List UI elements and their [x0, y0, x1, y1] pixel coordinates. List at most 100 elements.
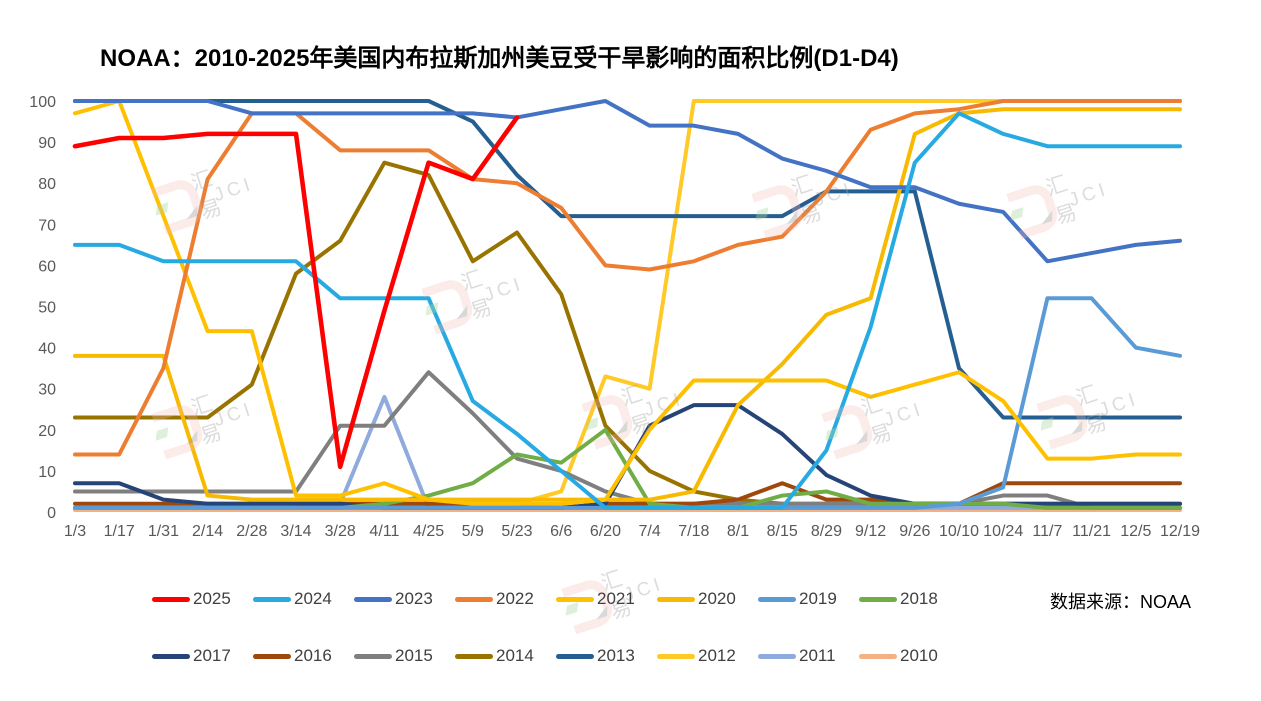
axis-tick-label: 30 — [38, 382, 56, 399]
series-line-2022 — [73, 99, 1182, 457]
legend-label: 2014 — [496, 646, 534, 665]
legend-swatch-2025 — [152, 596, 190, 602]
legend-item-2016: 2016 — [253, 646, 339, 666]
legend-label: 2023 — [395, 589, 433, 608]
legend-label: 2025 — [193, 589, 231, 608]
axis-tick-label: 90 — [38, 135, 56, 152]
legend-item-2025: 2025 — [152, 589, 238, 609]
series-line-2020 — [73, 107, 1182, 502]
axis-tick-label: 5/23 — [501, 523, 532, 540]
legend-row: 2017 2016 2015 2014 2013 2012 2011 2010 — [152, 643, 962, 669]
series-line-2023 — [73, 99, 1182, 264]
axis-tick-label: 5/9 — [462, 523, 484, 540]
axis-tick-label: 100 — [29, 94, 56, 111]
axis-tick-label: 2/28 — [236, 523, 267, 540]
axis-tick-label: 4/25 — [413, 523, 444, 540]
legend-swatch-2017 — [152, 653, 190, 659]
legend-swatch-2015 — [354, 653, 392, 659]
axis-tick-label: 1/3 — [64, 523, 86, 540]
axis-tick-label: 11/7 — [1032, 523, 1062, 540]
axis-tick-label: 0 — [47, 505, 56, 522]
legend-label: 2021 — [597, 589, 635, 608]
legend-item-2012: 2012 — [657, 646, 743, 666]
axis-tick-label: 60 — [38, 258, 56, 275]
legend-item-2019: 2019 — [758, 589, 844, 609]
axis-tick-label: 10 — [38, 464, 56, 481]
legend-row: 2025 2024 2023 2022 2021 2020 2019 2018 — [152, 586, 962, 612]
chart-legend: 2025 2024 2023 2022 2021 2020 2019 2018 2017 2016… — [152, 586, 962, 700]
legend-swatch-2022 — [455, 596, 493, 602]
legend-swatch-2014 — [455, 653, 493, 659]
axis-tick-label: 80 — [38, 176, 56, 193]
legend-swatch-2018 — [859, 596, 897, 602]
axis-tick-label: 4/11 — [369, 523, 399, 540]
legend-item-2022: 2022 — [455, 589, 541, 609]
axis-tick-label: 8/29 — [811, 523, 842, 540]
legend-swatch-2024 — [253, 596, 291, 602]
chart-title: NOAA：2010-2025年美国内布拉斯加州美豆受干旱影响的面积比例(D1-D… — [100, 45, 899, 72]
axis-tick-label: 3/14 — [280, 523, 311, 540]
legend-item-2015: 2015 — [354, 646, 440, 666]
legend-label: 2017 — [193, 646, 231, 665]
legend-item-2021: 2021 — [556, 589, 642, 609]
axis-tick-label: 40 — [38, 341, 56, 358]
data-source-note: 数据来源：NOAA — [1050, 592, 1192, 612]
axis-tick-label: 50 — [38, 300, 56, 317]
axis-tick-label: 10/24 — [983, 523, 1023, 540]
legend-label: 2018 — [900, 589, 938, 608]
legend-label: 2020 — [698, 589, 736, 608]
legend-item-2024: 2024 — [253, 589, 339, 609]
legend-swatch-2020 — [657, 596, 695, 602]
legend-item-2014: 2014 — [455, 646, 541, 666]
legend-label: 2015 — [395, 646, 433, 665]
axis-tick-label: 8/1 — [727, 523, 749, 540]
legend-item-2010: 2010 — [859, 646, 945, 666]
axis-tick-label: 11/21 — [1072, 523, 1111, 540]
axis-tick-label: 1/17 — [104, 523, 135, 540]
axis-tick-label: 9/12 — [855, 523, 886, 540]
axis-tick-label: 1/31 — [148, 523, 179, 540]
legend-label: 2011 — [799, 646, 836, 665]
legend-label: 2022 — [496, 589, 534, 608]
legend-label: 2013 — [597, 646, 635, 665]
axis-tick-label: 7/18 — [678, 523, 709, 540]
legend-item-2013: 2013 — [556, 646, 642, 666]
axis-tick-label: 8/15 — [767, 523, 798, 540]
legend-swatch-2011 — [758, 653, 796, 659]
legend-swatch-2019 — [758, 596, 796, 602]
legend-label: 2016 — [294, 646, 332, 665]
axis-tick-label: 10/10 — [939, 523, 979, 540]
axis-tick-label: 7/4 — [638, 523, 660, 540]
legend-swatch-2012 — [657, 653, 695, 659]
series-line-2021 — [73, 99, 1182, 506]
series-line-2014 — [73, 160, 1182, 506]
axis-tick-label: 12/5 — [1120, 523, 1151, 540]
legend-item-2011: 2011 — [758, 646, 844, 666]
legend-swatch-2010 — [859, 653, 897, 659]
axis-tick-label: 2/14 — [192, 523, 223, 540]
legend-item-2018: 2018 — [859, 589, 945, 609]
legend-swatch-2021 — [556, 596, 594, 602]
axis-tick-label: 12/19 — [1160, 523, 1200, 540]
series-line-2013 — [73, 99, 1182, 420]
series-line-2024 — [73, 111, 1182, 510]
axis-tick-label: 9/26 — [899, 523, 930, 540]
series-line-2025 — [72, 115, 520, 470]
legend-swatch-2016 — [253, 653, 291, 659]
legend-item-2020: 2020 — [657, 589, 743, 609]
legend-swatch-2023 — [354, 596, 392, 602]
axis-tick-label: 6/6 — [550, 523, 572, 540]
legend-item-2023: 2023 — [354, 589, 440, 609]
series-line-2015 — [73, 370, 1182, 510]
legend-label: 2024 — [294, 589, 332, 608]
legend-swatch-2013 — [556, 653, 594, 659]
legend-item-2017: 2017 — [152, 646, 238, 666]
legend-label: 2012 — [698, 646, 736, 665]
axis-tick-label: 3/28 — [325, 523, 356, 540]
axis-tick-label: 20 — [38, 423, 56, 440]
axis-tick-label: 70 — [38, 217, 56, 234]
legend-label: 2019 — [799, 589, 837, 608]
legend-label: 2010 — [900, 646, 938, 665]
